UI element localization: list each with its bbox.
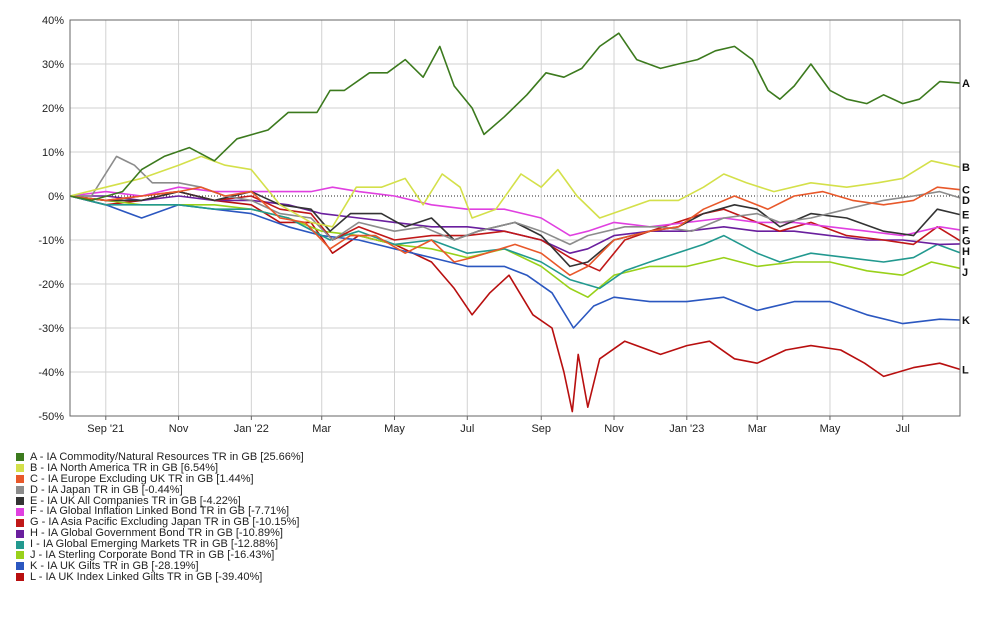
y-tick-label: -40% (38, 367, 64, 379)
legend-swatch (16, 529, 24, 538)
legend-item-b: B - IA North America TR in GB [6.54%] (16, 461, 304, 474)
series-end-label-e: E (962, 210, 969, 222)
x-tick-label: Jul (460, 423, 474, 435)
legend-label: K - IA UK Gilts TR in GB [-28.19%] (30, 559, 199, 572)
plot-frame (69, 19, 961, 417)
x-axis-ticks: Sep '21 Nov Jan '22 Mar May Jul Sep Nov Jan '23 M… (87, 416, 910, 435)
legend-label: J - IA Sterling Corporate Bond TR in GB … (30, 549, 275, 562)
legend-item-a: A - IA Commodity/Natural Resources TR in… (16, 452, 304, 463)
y-tick-label: 0% (48, 191, 64, 203)
legend-swatch (16, 507, 24, 516)
series-end-label-k: K (962, 315, 970, 327)
series-line-c (69, 186, 961, 276)
legend-swatch (16, 486, 24, 495)
legend-item-c: C - IA Europe Excluding UK TR in GB [1.4… (16, 472, 304, 485)
series-line-l (69, 190, 961, 413)
legend-swatch (16, 540, 24, 549)
series-lines (69, 32, 961, 413)
series-end-label-a: A (962, 78, 970, 90)
y-tick-label: 20% (42, 103, 64, 115)
y-tick-label: -20% (38, 279, 64, 291)
series-end-label-b: B (962, 162, 970, 174)
chart-gridlines (70, 19, 960, 417)
y-tick-label: 40% (42, 15, 64, 27)
series-end-label-d: D (962, 195, 970, 207)
series-line-i (69, 195, 961, 290)
x-tick-label: Nov (604, 423, 624, 435)
y-tick-label: -50% (38, 411, 64, 423)
y-tick-label: 10% (42, 147, 64, 159)
y-axis-ticks: 40% 30% 20% 10% 0% -10% -20% -30% -40% -50% (38, 15, 64, 423)
series-line-k (69, 195, 961, 329)
legend-label: H - IA Global Government Bond TR in GB [… (30, 527, 283, 540)
series-line-e (69, 190, 961, 268)
x-tick-label: Jan '23 (669, 423, 704, 435)
legend-label: C - IA Europe Excluding UK TR in GB [1.4… (30, 472, 254, 485)
y-tick-label: -10% (38, 235, 64, 247)
performance-line-chart: 40% 30% 20% 10% 0% -10% -20% -30% -40% -50% Sep '… (38, 15, 971, 435)
legend-label: G - IA Asia Pacific Excluding Japan TR i… (30, 516, 300, 529)
series-end-label-i: I (962, 257, 965, 269)
legend-swatch (16, 497, 24, 505)
chart-legend: A - IA Commodity/Natural Resources TR in… (16, 452, 304, 583)
x-tick-label: Jul (896, 423, 910, 435)
legend-swatch (16, 551, 24, 560)
series-line-d (70, 155, 961, 246)
x-tick-label: Mar (312, 423, 331, 435)
legend-swatch (16, 562, 24, 571)
series-line-b (69, 155, 961, 228)
series-end-label-h: H (962, 246, 970, 258)
legend-item-j: J - IA Sterling Corporate Bond TR in GB … (16, 550, 304, 561)
x-tick-label: Mar (748, 423, 767, 435)
legend-item-k: K - IA UK Gilts TR in GB [-28.19%] (16, 559, 304, 572)
legend-item-l: L - IA UK Index Linked Gilts TR in GB [-… (16, 570, 304, 583)
series-end-label-l: L (962, 364, 969, 376)
legend-item-i: I - IA Global Emerging Markets TR in GB … (16, 539, 304, 550)
legend-item-g: G - IA Asia Pacific Excluding Japan TR i… (16, 517, 304, 528)
x-tick-label: Jan '22 (234, 423, 269, 435)
y-tick-label: 30% (42, 59, 64, 71)
legend-label: E - IA UK All Companies TR in GB [-4.22%… (30, 494, 241, 507)
legend-item-e: E - IA UK All Companies TR in GB [-4.22%… (16, 494, 304, 507)
series-line-g (69, 190, 961, 272)
legend-label: D - IA Japan TR in GB [-0.44%] (30, 483, 183, 496)
legend-label: B - IA North America TR in GB [6.54%] (30, 461, 219, 474)
series-line-j (69, 195, 961, 298)
x-tick-label: Nov (169, 423, 189, 435)
legend-label: L - IA UK Index Linked Gilts TR in GB [-… (30, 570, 263, 583)
x-tick-label: Sep (531, 423, 551, 435)
legend-label: A - IA Commodity/Natural Resources TR in… (30, 451, 304, 463)
legend-label: F - IA Global Inflation Linked Bond TR i… (30, 505, 290, 518)
series-end-label-c: C (962, 185, 970, 197)
legend-swatch (16, 453, 24, 462)
series-line-f (69, 186, 961, 237)
legend-swatch (16, 518, 24, 527)
series-end-label-f: F (962, 225, 969, 237)
legend-item-h: H - IA Global Government Bond TR in GB [… (16, 528, 304, 539)
legend-swatch (16, 475, 24, 484)
series-end-label-g: G (962, 236, 971, 248)
legend-swatch (16, 464, 24, 473)
x-tick-label: Sep '21 (87, 423, 124, 435)
legend-swatch (16, 573, 24, 582)
x-tick-label: May (820, 423, 841, 435)
legend-label: I - IA Global Emerging Markets TR in GB … (30, 538, 279, 551)
x-tick-label: May (384, 423, 405, 435)
series-end-label-j: J (962, 267, 968, 279)
y-tick-label: -30% (38, 323, 64, 335)
legend-item-f: F - IA Global Inflation Linked Bond TR i… (16, 506, 304, 517)
series-line-a (69, 32, 961, 202)
legend-item-d: D - IA Japan TR in GB [-0.44%] (16, 483, 304, 496)
